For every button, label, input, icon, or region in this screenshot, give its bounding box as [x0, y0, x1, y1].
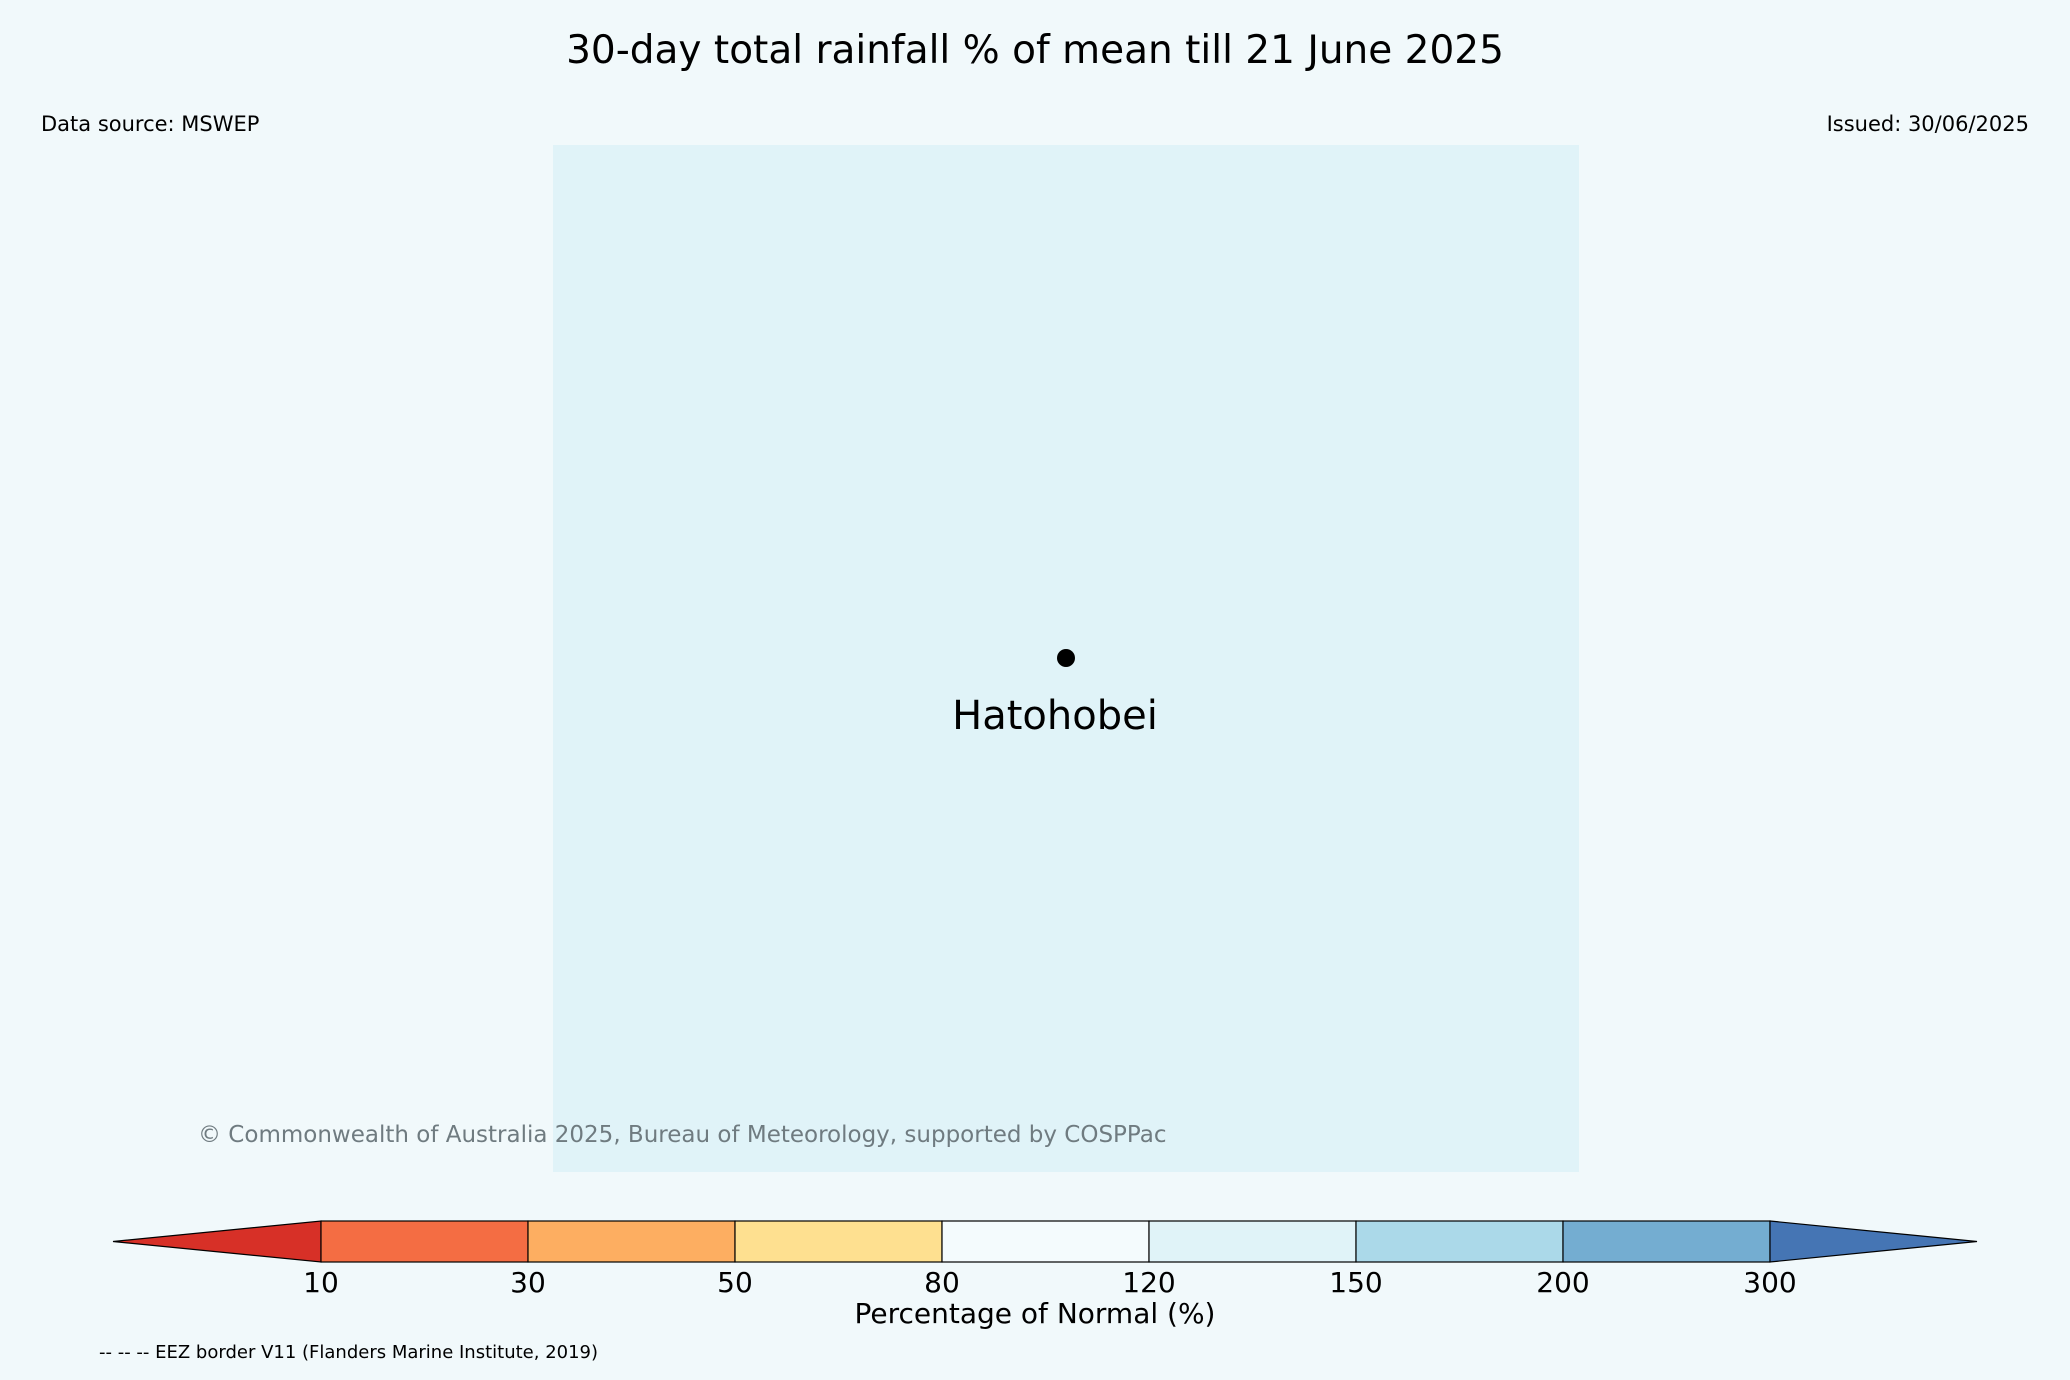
colorbar-tick-10: 10 — [303, 1266, 339, 1299]
colorbar-bin-10-30 — [320, 1220, 529, 1263]
colorbar-title: Percentage of Normal (%) — [854, 1297, 1216, 1330]
eez-border-footnote: -- -- -- EEZ border V11 (Flanders Marine… — [99, 1342, 599, 1363]
colorbar-bin-150-200 — [1355, 1220, 1564, 1263]
colorbar-tick-50: 50 — [717, 1266, 753, 1299]
colorbar-tick-150: 150 — [1329, 1266, 1383, 1299]
colorbar-bin-80-120 — [941, 1220, 1150, 1263]
colorbar-tick-200: 200 — [1536, 1266, 1590, 1299]
colorbar-over-arrow — [1769, 1220, 1978, 1263]
colorbar-bin-50-80 — [734, 1220, 943, 1263]
map-title: 30-day total rainfall % of mean till 21 … — [566, 28, 1504, 73]
colorbar — [112, 1220, 1978, 1263]
colorbar-bin-200-300 — [1562, 1220, 1771, 1263]
colorbar-tick-80: 80 — [924, 1266, 960, 1299]
colorbar-bin-120-150 — [1148, 1220, 1357, 1263]
copyright-notice: © Commonwealth of Australia 2025, Bureau… — [198, 1122, 1167, 1148]
issued-date-label: Issued: 30/06/2025 — [1826, 112, 2029, 136]
colorbar-under-arrow — [112, 1220, 322, 1263]
colorbar-bin-30-50 — [527, 1220, 736, 1263]
point-marker-icon — [1057, 649, 1075, 667]
colorbar-tick-300: 300 — [1743, 1266, 1797, 1299]
colorbar-tick-30: 30 — [510, 1266, 546, 1299]
colorbar-tick-120: 120 — [1122, 1266, 1176, 1299]
data-source-label: Data source: MSWEP — [41, 112, 260, 136]
place-label: Hatohobei — [952, 693, 1158, 739]
